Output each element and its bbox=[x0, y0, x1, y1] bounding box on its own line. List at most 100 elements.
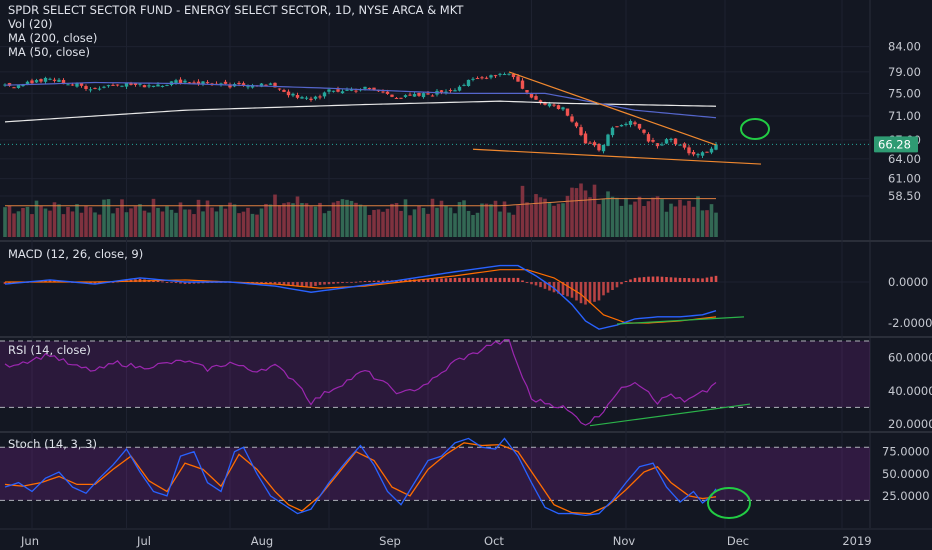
macd-histogram-bar bbox=[386, 280, 389, 282]
stoch-pane[interactable] bbox=[0, 437, 870, 517]
volume-bar bbox=[579, 183, 583, 237]
time-tick-label: Dec bbox=[727, 534, 749, 548]
candle-body bbox=[120, 85, 124, 87]
volume-bar bbox=[48, 210, 52, 237]
macd-histogram-bar bbox=[615, 282, 619, 288]
macd-histogram-bar bbox=[525, 282, 529, 284]
volume-bar bbox=[345, 199, 349, 237]
macd-histogram-bar bbox=[471, 277, 475, 282]
candle-body bbox=[75, 83, 79, 87]
macd-histogram-bar bbox=[651, 276, 655, 282]
macd-histogram-bar bbox=[498, 277, 502, 282]
macd-histogram-bar bbox=[705, 277, 709, 282]
volume-bar bbox=[601, 198, 606, 237]
macd-histogram-bar bbox=[197, 282, 200, 284]
volume-bar bbox=[471, 214, 475, 237]
candle-body bbox=[709, 148, 714, 153]
candle-body bbox=[597, 143, 601, 151]
candle-body bbox=[673, 138, 678, 145]
candle-body bbox=[70, 84, 75, 86]
candle-body bbox=[678, 144, 682, 146]
price-pane[interactable] bbox=[0, 72, 870, 237]
candle-body bbox=[106, 85, 111, 87]
candle-body bbox=[21, 84, 25, 87]
volume-bar bbox=[165, 206, 169, 237]
rsi-pane[interactable] bbox=[0, 339, 870, 426]
volume-bar bbox=[318, 202, 322, 237]
volume-bar bbox=[43, 208, 48, 237]
volume-bar bbox=[205, 200, 210, 237]
volume-bar bbox=[66, 207, 70, 237]
macd-histogram-bar bbox=[345, 282, 349, 283]
candle-body bbox=[561, 107, 565, 110]
macd-pane[interactable] bbox=[3, 264, 718, 330]
macd-histogram-bar bbox=[638, 277, 641, 282]
candle-body bbox=[318, 96, 322, 98]
price-tick-label: 84.00 bbox=[888, 40, 921, 54]
macd-histogram-bar bbox=[278, 282, 281, 285]
macd-histogram-bar bbox=[534, 282, 538, 286]
rsi-tick-label: 40.0000 bbox=[888, 384, 932, 398]
volume-bar bbox=[174, 212, 178, 237]
candle-body bbox=[88, 89, 93, 91]
candle-body bbox=[129, 82, 133, 85]
volume-bar bbox=[120, 199, 124, 237]
candle-body bbox=[601, 144, 606, 152]
macd-histogram-bar bbox=[624, 280, 628, 282]
candle-body bbox=[246, 86, 250, 88]
candle-body bbox=[241, 83, 246, 86]
time-tick-label: Jun bbox=[20, 534, 39, 548]
macd-histogram-bar bbox=[399, 279, 403, 282]
candle-body bbox=[462, 84, 466, 86]
macd-histogram-bar bbox=[552, 282, 556, 293]
candle-body bbox=[142, 85, 147, 88]
macd-histogram-bar bbox=[606, 282, 610, 293]
volume-bar bbox=[196, 199, 201, 237]
stoch-k-line bbox=[4, 437, 717, 517]
price-tick-label: 58.50 bbox=[888, 189, 921, 203]
volume-bar bbox=[466, 210, 471, 237]
volume-bar bbox=[313, 206, 318, 237]
rsi-divergence-line bbox=[589, 403, 751, 427]
volume-bar bbox=[538, 197, 543, 237]
macd-line bbox=[4, 264, 717, 330]
time-tick-label: Oct bbox=[484, 534, 504, 548]
candle-body bbox=[660, 144, 664, 146]
candle-body bbox=[700, 152, 705, 156]
candle-body bbox=[687, 147, 691, 154]
candle-body bbox=[151, 85, 156, 87]
volume-bar bbox=[556, 203, 561, 237]
volume-bar bbox=[228, 202, 232, 237]
candle-body bbox=[399, 97, 403, 99]
macd-histogram-bar bbox=[156, 280, 160, 282]
candle-body bbox=[633, 122, 637, 125]
volume-bar bbox=[291, 203, 295, 237]
volume-bar bbox=[363, 206, 367, 237]
volume-bar bbox=[475, 212, 480, 237]
macd-histogram-bar bbox=[174, 282, 178, 284]
candle-body bbox=[624, 123, 628, 126]
candle-body bbox=[331, 90, 336, 92]
time-tick-label: Nov bbox=[613, 534, 636, 548]
candle-body bbox=[367, 87, 372, 89]
time-tick-label: 2019 bbox=[842, 534, 871, 548]
macd-histogram-bar bbox=[611, 282, 614, 290]
volume-bar bbox=[372, 209, 376, 237]
rsi-tick-label: 60.0000 bbox=[888, 351, 932, 365]
candle-body bbox=[264, 84, 268, 86]
macd-histogram-bar bbox=[710, 276, 713, 282]
candle-body bbox=[52, 79, 57, 81]
candle-body bbox=[268, 83, 273, 85]
candle-body bbox=[448, 90, 453, 92]
volume-bar bbox=[286, 202, 291, 237]
trendline bbox=[508, 71, 717, 146]
volume-bar bbox=[682, 205, 687, 237]
candle-body bbox=[48, 78, 52, 80]
macd-histogram-bar bbox=[53, 280, 56, 282]
candle-body bbox=[322, 92, 327, 97]
volume-bar bbox=[709, 204, 714, 237]
candle-body bbox=[327, 89, 331, 92]
volume-bar bbox=[574, 188, 579, 237]
